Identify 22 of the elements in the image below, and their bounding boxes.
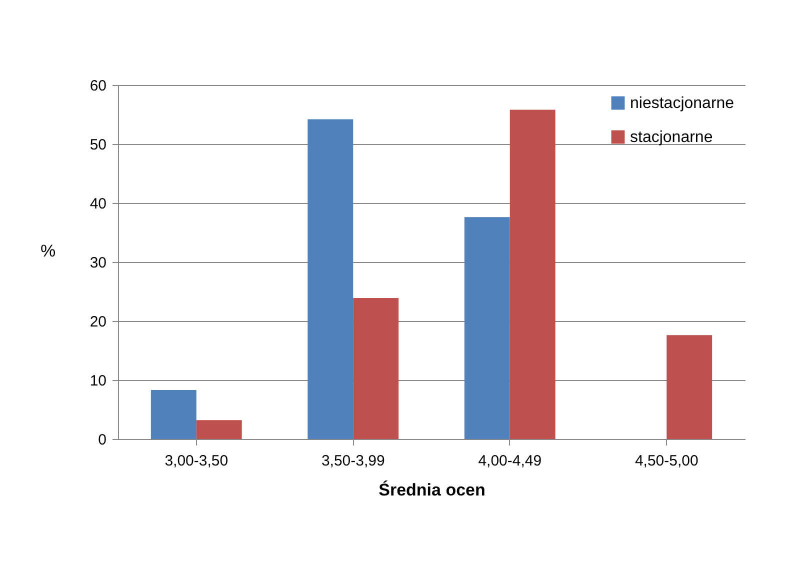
bar	[150, 390, 196, 439]
x-tick-label: 4,50-5,00	[634, 452, 698, 470]
x-tick-label: 3,50-3,99	[321, 452, 385, 470]
bar	[464, 217, 510, 439]
y-tick-label: 10	[90, 372, 106, 390]
legend-label: stacjonarne	[630, 129, 713, 146]
y-tick-label: 0	[98, 432, 106, 448]
y-axis-title: %	[40, 242, 56, 260]
bar	[510, 110, 556, 439]
bar	[666, 335, 712, 439]
x-tick-label: 3,00-3,50	[164, 452, 228, 470]
y-tick-label: 40	[90, 196, 106, 212]
y-tick-label: 60	[90, 78, 106, 94]
x-axis-title: Średnia ocen	[378, 480, 486, 500]
x-tick-label: 4,00-4,49	[478, 452, 542, 470]
y-tick-label: 30	[90, 254, 106, 272]
bar	[308, 119, 354, 439]
y-tick-label: 50	[90, 136, 106, 154]
bar	[353, 298, 399, 439]
legend-label: niestacjonarne	[630, 95, 734, 112]
bar	[196, 420, 242, 439]
y-tick-label: 20	[90, 314, 106, 330]
